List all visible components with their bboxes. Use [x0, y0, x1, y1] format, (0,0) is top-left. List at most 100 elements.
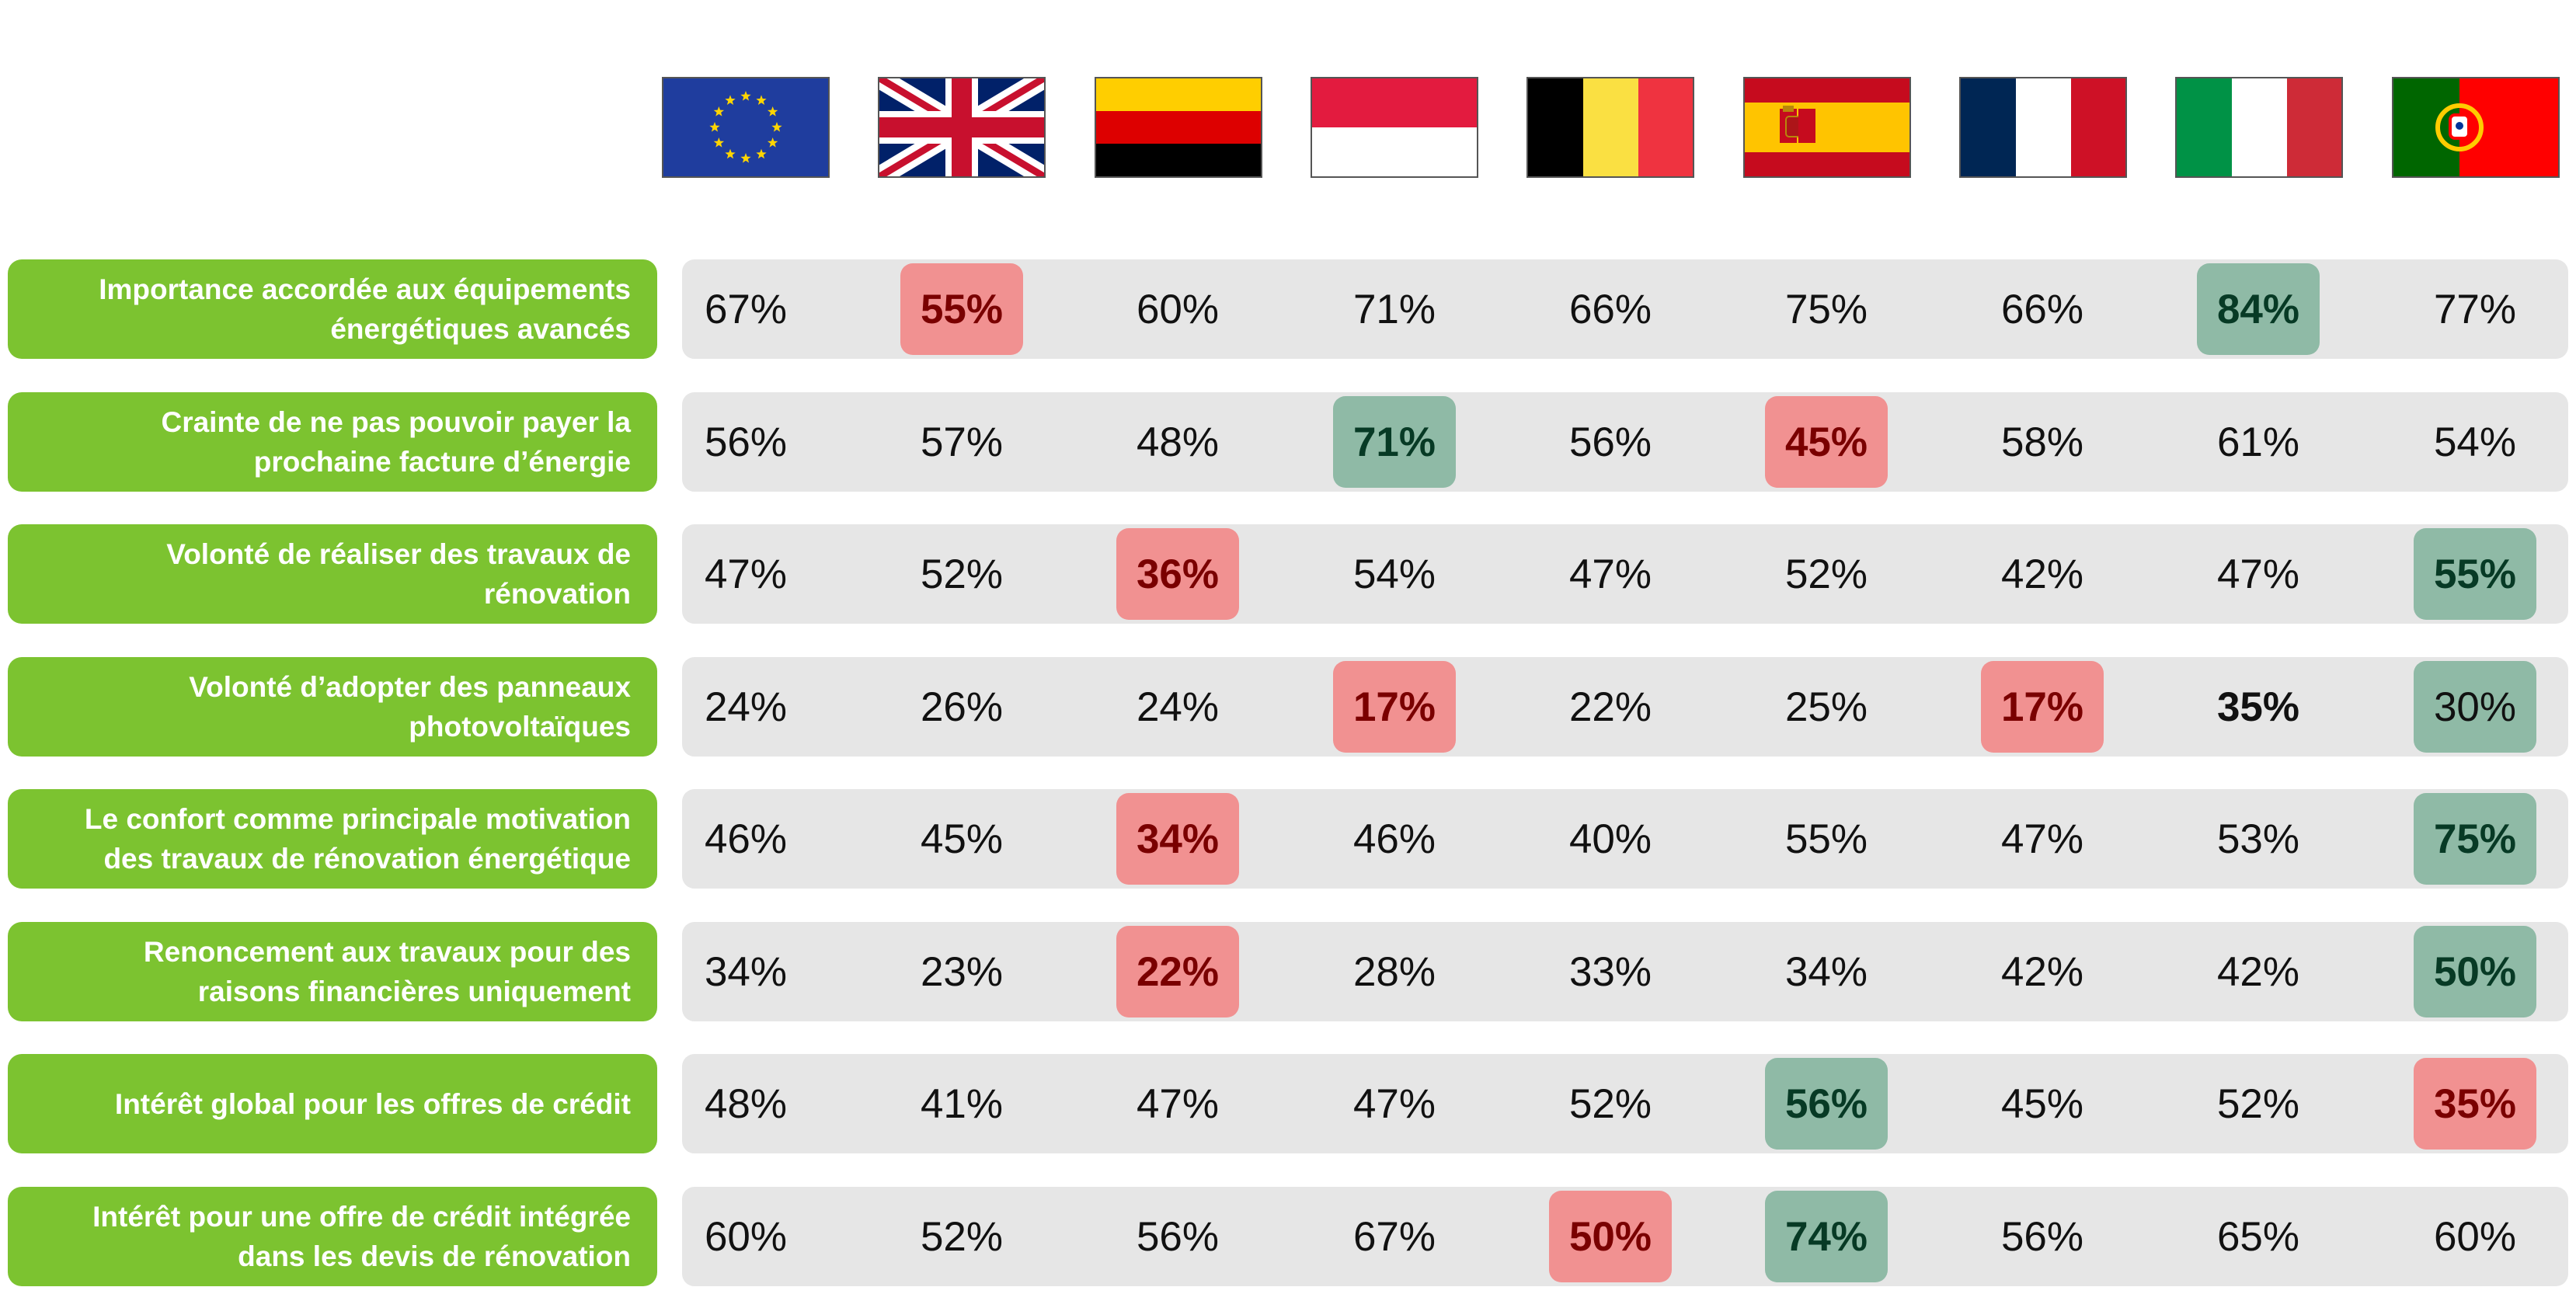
eu-star-icon: [767, 106, 778, 117]
value-cell: 34%: [1116, 793, 1239, 885]
value-cell: 55%: [900, 263, 1023, 355]
value-cell: 47%: [1352, 1080, 1436, 1127]
value-cell: 56%: [1568, 419, 1652, 465]
value-cell: 50%: [1549, 1191, 1672, 1282]
value-cell: 45%: [920, 816, 1004, 862]
value-cell: 36%: [1116, 528, 1239, 620]
row-label-text: Renoncement aux travaux pour des raisons…: [143, 936, 631, 1007]
value-cell: 65%: [2216, 1213, 2300, 1260]
row-label: Importance accordée aux équipements éner…: [8, 259, 657, 359]
row-label-text: Le confort comme principale motivation d…: [84, 803, 631, 875]
eu-star-icon: [725, 148, 736, 159]
row-label-text: Crainte de ne pas pouvoir payer la proch…: [161, 406, 631, 478]
value-cell: 24%: [704, 684, 788, 730]
eu-star-icon: [740, 91, 751, 101]
value-cell: 47%: [1568, 551, 1652, 597]
row-label: Intérêt pour une offre de crédit intégré…: [8, 1187, 657, 1286]
value-cell: 52%: [1784, 551, 1868, 597]
value-cell: 42%: [2216, 948, 2300, 995]
value-cell: 45%: [1765, 396, 1888, 488]
eu-star-icon: [725, 95, 736, 106]
table-row: [682, 789, 2568, 889]
eu-star-icon: [756, 148, 767, 159]
value-cell: 75%: [2414, 793, 2536, 885]
eu-star-icon: [709, 122, 720, 132]
row-label: Intérêt global pour les offres de crédit: [8, 1054, 657, 1153]
value-cell: 55%: [1784, 816, 1868, 862]
value-cell: 42%: [2000, 948, 2084, 995]
value-cell: 28%: [1352, 948, 1436, 995]
value-cell: 54%: [1352, 551, 1436, 597]
value-cell: 24%: [1136, 684, 1220, 730]
value-cell: 77%: [2433, 286, 2517, 332]
portugal-flag: [2392, 77, 2560, 178]
monaco-flag: [1311, 77, 1478, 178]
value-cell: 60%: [2433, 1213, 2517, 1260]
value-cell: 52%: [920, 551, 1004, 597]
value-cell: 17%: [1333, 661, 1456, 753]
value-cell: 55%: [2414, 528, 2536, 620]
value-cell: 33%: [1568, 948, 1652, 995]
value-cell: 56%: [1765, 1058, 1888, 1150]
value-cell: 53%: [2216, 816, 2300, 862]
value-cell: 67%: [1352, 1213, 1436, 1260]
value-cell: 22%: [1116, 926, 1239, 1017]
eu-star-icon: [771, 122, 782, 132]
value-cell: 47%: [2216, 551, 2300, 597]
value-cell: 30%: [2414, 661, 2536, 753]
eu-star-icon: [767, 137, 778, 148]
row-label-text: Intérêt global pour les offres de crédit: [114, 1087, 631, 1120]
value-cell: 67%: [704, 286, 788, 332]
value-cell: 74%: [1765, 1191, 1888, 1282]
value-cell: 25%: [1784, 684, 1868, 730]
value-cell: 40%: [1568, 816, 1652, 862]
eu-star-icon: [756, 95, 767, 106]
value-cell: 47%: [1136, 1080, 1220, 1127]
value-cell: 17%: [1981, 661, 2104, 753]
value-cell: 46%: [1352, 816, 1436, 862]
row-label: Volonté d’adopter des panneaux photovolt…: [8, 657, 657, 757]
row-label-text: Intérêt pour une offre de crédit intégré…: [92, 1201, 631, 1272]
value-cell: 66%: [1568, 286, 1652, 332]
value-cell: 50%: [2414, 926, 2536, 1017]
value-cell: 61%: [2216, 419, 2300, 465]
row-label-text: Volonté d’adopter des panneaux photovolt…: [189, 671, 631, 743]
flags-header: [662, 77, 2560, 178]
value-cell: 56%: [2000, 1213, 2084, 1260]
value-cell: 48%: [1136, 419, 1220, 465]
belgium-flag: [1526, 77, 1694, 178]
value-cell: 75%: [1784, 286, 1868, 332]
row-label: Renoncement aux travaux pour des raisons…: [8, 922, 657, 1021]
value-cell: 66%: [2000, 286, 2084, 332]
value-cell: 47%: [704, 551, 788, 597]
value-cell: 56%: [704, 419, 788, 465]
row-label: Volonté de réaliser des travaux de rénov…: [8, 524, 657, 624]
spain-flag: [1743, 77, 1911, 178]
value-cell: 56%: [1136, 1213, 1220, 1260]
row-label-text: Volonté de réaliser des travaux de rénov…: [166, 538, 631, 610]
value-cell: 26%: [920, 684, 1004, 730]
value-cell: 45%: [2000, 1080, 2084, 1127]
uk-flag: [878, 77, 1046, 178]
value-cell: 42%: [2000, 551, 2084, 597]
value-cell: 48%: [704, 1080, 788, 1127]
value-cell: 71%: [1352, 286, 1436, 332]
value-cell: 52%: [1568, 1080, 1652, 1127]
eu-star-icon: [713, 106, 725, 117]
france-flag: [1959, 77, 2127, 178]
value-cell: 54%: [2433, 419, 2517, 465]
value-cell: 52%: [2216, 1080, 2300, 1127]
table-row: [682, 392, 2568, 492]
value-cell: 60%: [1136, 286, 1220, 332]
germany-flag: [1095, 77, 1262, 178]
value-cell: 84%: [2197, 263, 2320, 355]
table-row: [682, 524, 2568, 624]
value-cell: 57%: [920, 419, 1004, 465]
value-cell: 23%: [920, 948, 1004, 995]
value-cell: 34%: [704, 948, 788, 995]
value-cell: 58%: [2000, 419, 2084, 465]
value-cell: 46%: [704, 816, 788, 862]
value-cell: 41%: [920, 1080, 1004, 1127]
table-row: [682, 922, 2568, 1021]
row-label: Crainte de ne pas pouvoir payer la proch…: [8, 392, 657, 492]
